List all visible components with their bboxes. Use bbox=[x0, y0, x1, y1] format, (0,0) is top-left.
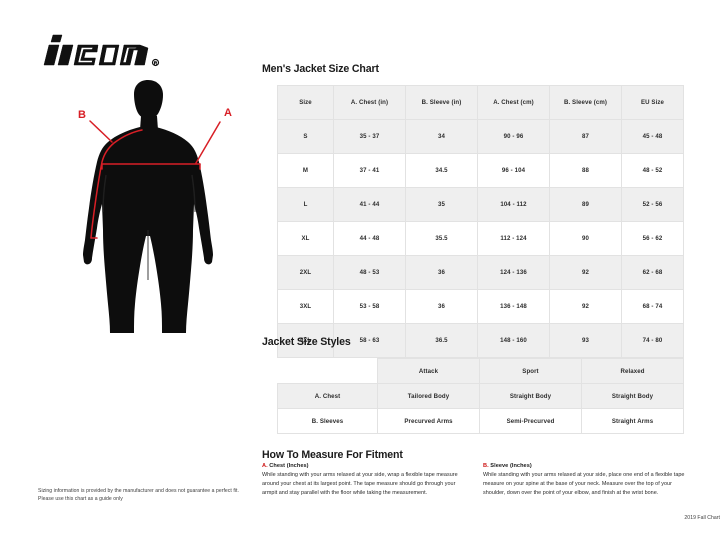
cell-chest-cm: 148 - 160 bbox=[477, 323, 550, 358]
measurement-figure: A B bbox=[60, 80, 245, 335]
styles-chart-title: Jacket Size Styles bbox=[262, 336, 351, 348]
cell-chest-cm: 104 - 112 bbox=[477, 187, 550, 222]
cell-eu-size: 45 - 48 bbox=[621, 119, 684, 154]
disclaimer-line-1: Sizing information is provided by the ma… bbox=[38, 488, 239, 494]
table-header-row: Size A. Chest (in) B. Sleeve (in) A. Che… bbox=[277, 85, 684, 120]
cell-sleeve-cm: 93 bbox=[549, 323, 622, 358]
styles-row-label: B. Sleeves bbox=[277, 408, 378, 434]
size-chart-table: Size A. Chest (in) B. Sleeve (in) A. Che… bbox=[277, 85, 684, 358]
figure-label-a: A bbox=[224, 107, 232, 119]
measure-chest-heading-text: Chest (Inches) bbox=[267, 463, 309, 469]
styles-corner-cell bbox=[277, 358, 378, 384]
styles-cell-sport: Semi-Precurved bbox=[479, 408, 582, 434]
cell-eu-size: 56 - 62 bbox=[621, 221, 684, 256]
table-row: 4XL 58 - 63 36.5 148 - 160 93 74 - 80 bbox=[277, 323, 684, 358]
cell-sleeve-cm: 87 bbox=[549, 119, 622, 154]
measure-sleeve-block: B. Sleeve (Inches) While standing with y… bbox=[483, 463, 687, 499]
styles-cell-attack: Tailored Body bbox=[377, 383, 480, 409]
column-header-sleeve-cm: B. Sleeve (cm) bbox=[549, 85, 622, 120]
jacket-styles-table: Attack Sport Relaxed A. Chest Tailored B… bbox=[277, 358, 684, 434]
measure-chest-heading: A. Chest (Inches) bbox=[262, 463, 466, 469]
cell-sleeve-cm: 88 bbox=[549, 153, 622, 188]
measure-section-title: How To Measure For Fitment bbox=[262, 449, 403, 461]
measure-marker-b: B. bbox=[483, 463, 489, 469]
footer-chart-season: 2019 Fall Chart bbox=[684, 515, 720, 521]
table-row: S 35 - 37 34 90 - 96 87 45 - 48 bbox=[277, 119, 684, 154]
styles-cell-attack: Precurved Arms bbox=[377, 408, 480, 434]
cell-size: 3XL bbox=[277, 289, 334, 324]
cell-sleeve-cm: 89 bbox=[549, 187, 622, 222]
column-header-size: Size bbox=[277, 85, 334, 120]
cell-size: XL bbox=[277, 221, 334, 256]
cell-size: 2XL bbox=[277, 255, 334, 290]
svg-text:R: R bbox=[154, 61, 158, 66]
table-row: L 41 - 44 35 104 - 112 89 52 - 56 bbox=[277, 187, 684, 222]
cell-chest-in: 53 - 58 bbox=[333, 289, 406, 324]
table-row: 2XL 48 - 53 36 124 - 136 92 62 - 68 bbox=[277, 255, 684, 290]
measure-sleeve-heading: B. Sleeve (Inches) bbox=[483, 463, 687, 469]
column-header-chest-cm: A. Chest (cm) bbox=[477, 85, 550, 120]
cell-eu-size: 68 - 74 bbox=[621, 289, 684, 324]
cell-sleeve-in: 34 bbox=[405, 119, 478, 154]
cell-eu-size: 74 - 80 bbox=[621, 323, 684, 358]
column-header-eu-size: EU Size bbox=[621, 85, 684, 120]
cell-size: 4XL bbox=[277, 323, 334, 358]
styles-row-label: A. Chest bbox=[277, 383, 378, 409]
table-row: XL 44 - 48 35.5 112 - 124 90 56 - 62 bbox=[277, 221, 684, 256]
styles-column-attack: Attack bbox=[377, 358, 480, 384]
measure-sleeve-heading-text: Sleeve (Inches) bbox=[488, 463, 532, 469]
styles-row-chest: A. Chest Tailored Body Straight Body Str… bbox=[277, 383, 684, 409]
styles-column-sport: Sport bbox=[479, 358, 582, 384]
styles-header-row: Attack Sport Relaxed bbox=[277, 358, 684, 384]
cell-size: L bbox=[277, 187, 334, 222]
styles-cell-sport: Straight Body bbox=[479, 383, 582, 409]
measure-chest-block: A. Chest (Inches) While standing with yo… bbox=[262, 463, 466, 499]
cell-size: M bbox=[277, 153, 334, 188]
cell-chest-in: 48 - 53 bbox=[333, 255, 406, 290]
cell-eu-size: 48 - 52 bbox=[621, 153, 684, 188]
measure-chest-body: While standing with your arms relaxed at… bbox=[262, 471, 458, 497]
cell-eu-size: 62 - 68 bbox=[621, 255, 684, 290]
cell-sleeve-in: 36.5 bbox=[405, 323, 478, 358]
disclaimer-line-2: Please use this chart as a guide only bbox=[38, 496, 123, 503]
cell-chest-cm: 136 - 148 bbox=[477, 289, 550, 324]
cell-chest-cm: 112 - 124 bbox=[477, 221, 550, 256]
cell-sleeve-in: 36 bbox=[405, 289, 478, 324]
right-panel: Men's Jacket Size Chart Size A. Chest (i… bbox=[262, 0, 720, 540]
styles-row-sleeves: B. Sleeves Precurved Arms Semi-Precurved… bbox=[277, 408, 684, 434]
cell-chest-cm: 124 - 136 bbox=[477, 255, 550, 290]
cell-chest-in: 35 - 37 bbox=[333, 119, 406, 154]
measure-marker-a: A. bbox=[262, 463, 268, 469]
cell-chest-in: 41 - 44 bbox=[333, 187, 406, 222]
cell-sleeve-cm: 90 bbox=[549, 221, 622, 256]
cell-size: S bbox=[277, 119, 334, 154]
disclaimer-text: Sizing information is provided by the ma… bbox=[38, 487, 243, 504]
styles-column-relaxed: Relaxed bbox=[581, 358, 684, 384]
table-row: M 37 - 41 34.5 96 - 104 88 48 - 52 bbox=[277, 153, 684, 188]
styles-cell-relaxed: Straight Body bbox=[581, 383, 684, 409]
cell-chest-in: 37 - 41 bbox=[333, 153, 406, 188]
cell-sleeve-in: 35 bbox=[405, 187, 478, 222]
brand-logo: R bbox=[34, 27, 169, 73]
measure-instructions: A. Chest (Inches) While standing with yo… bbox=[262, 463, 687, 499]
styles-cell-relaxed: Straight Arms bbox=[581, 408, 684, 434]
cell-sleeve-in: 36 bbox=[405, 255, 478, 290]
cell-sleeve-cm: 92 bbox=[549, 289, 622, 324]
cell-chest-in: 44 - 48 bbox=[333, 221, 406, 256]
cell-sleeve-in: 35.5 bbox=[405, 221, 478, 256]
cell-chest-in: 58 - 63 bbox=[333, 323, 406, 358]
left-panel: R bbox=[0, 0, 255, 540]
table-row: 3XL 53 - 58 36 136 - 148 92 68 - 74 bbox=[277, 289, 684, 324]
figure-label-b: B bbox=[78, 109, 86, 121]
cell-chest-cm: 96 - 104 bbox=[477, 153, 550, 188]
cell-chest-cm: 90 - 96 bbox=[477, 119, 550, 154]
cell-sleeve-cm: 92 bbox=[549, 255, 622, 290]
size-chart-title: Men's Jacket Size Chart bbox=[262, 63, 379, 75]
column-header-chest-in: A. Chest (in) bbox=[333, 85, 406, 120]
measure-sleeve-body: While standing with your arms relaxed at… bbox=[483, 471, 685, 497]
cell-eu-size: 52 - 56 bbox=[621, 187, 684, 222]
column-header-sleeve-in: B. Sleeve (in) bbox=[405, 85, 478, 120]
cell-sleeve-in: 34.5 bbox=[405, 153, 478, 188]
